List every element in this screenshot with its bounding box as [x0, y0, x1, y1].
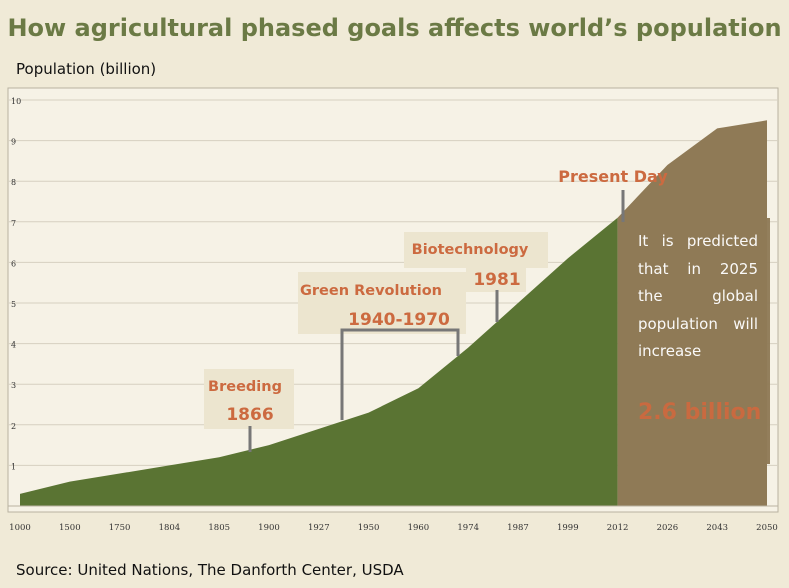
annotation-label-biotechnology: Biotechnology [412, 242, 529, 258]
y-tick-label: 9 [11, 138, 16, 147]
x-tick-label: 1999 [557, 523, 579, 533]
y-tick-label: 3 [11, 381, 16, 390]
x-tick-label: 1805 [208, 523, 230, 533]
y-tick-label: 1 [11, 462, 16, 471]
annotation-box-breeding [204, 369, 294, 429]
y-tick-label: 7 [11, 219, 16, 228]
x-tick-label: 2043 [706, 523, 728, 533]
x-tick-label: 1500 [59, 523, 81, 533]
annotation-label-green-revolution: Green Revolution [300, 283, 442, 299]
source-note: Source: United Nations, The Danforth Cen… [16, 561, 404, 579]
y-tick-label: 6 [11, 259, 16, 268]
y-tick-label: 4 [11, 341, 16, 350]
prediction-text: It is predicted that in 2025 the global … [638, 232, 758, 360]
x-tick-label: 1000 [9, 523, 31, 533]
y-tick-label: 8 [11, 178, 16, 187]
x-tick-label: 1987 [507, 523, 529, 533]
y-tick-label: 5 [11, 300, 16, 309]
annotation-year-biotechnology: 1981 [473, 270, 520, 290]
annotation-box-biotechnology-year [466, 266, 526, 292]
x-tick-label: 1974 [457, 523, 479, 533]
annotation-bracket-green-revolution [340, 328, 460, 420]
annotation-label-present-day: Present Day [558, 167, 668, 186]
annotation-year-green-revolution: 1940-1970 [348, 310, 450, 330]
x-tick-label: 2026 [657, 523, 679, 533]
prediction-box: It is predicted that in 2025 the global … [626, 218, 770, 464]
y-axis-label: Population (billion) [16, 60, 157, 78]
annotation-box-green-revolution [298, 272, 466, 334]
x-tick-label: 2012 [607, 523, 629, 533]
area-green-history [20, 217, 618, 507]
x-tick-label: 1804 [159, 523, 181, 533]
prediction-value: 2.6 billion [638, 400, 762, 425]
x-tick-label: 1950 [358, 523, 380, 533]
annotation-year-breeding: 1866 [226, 405, 273, 425]
x-tick-label: 1960 [408, 523, 430, 533]
chart-title: How agricultural phased goals affects wo… [7, 14, 782, 42]
annotation-label-breeding: Breeding [208, 379, 282, 395]
annotation-box-biotechnology [404, 232, 548, 268]
x-tick-label: 1927 [308, 523, 330, 533]
y-tick-label: 10 [11, 97, 21, 106]
y-tick-label: 2 [11, 422, 16, 431]
x-tick-label: 1900 [258, 523, 280, 533]
x-tick-label: 2050 [756, 523, 778, 533]
x-tick-label: 1750 [109, 523, 131, 533]
